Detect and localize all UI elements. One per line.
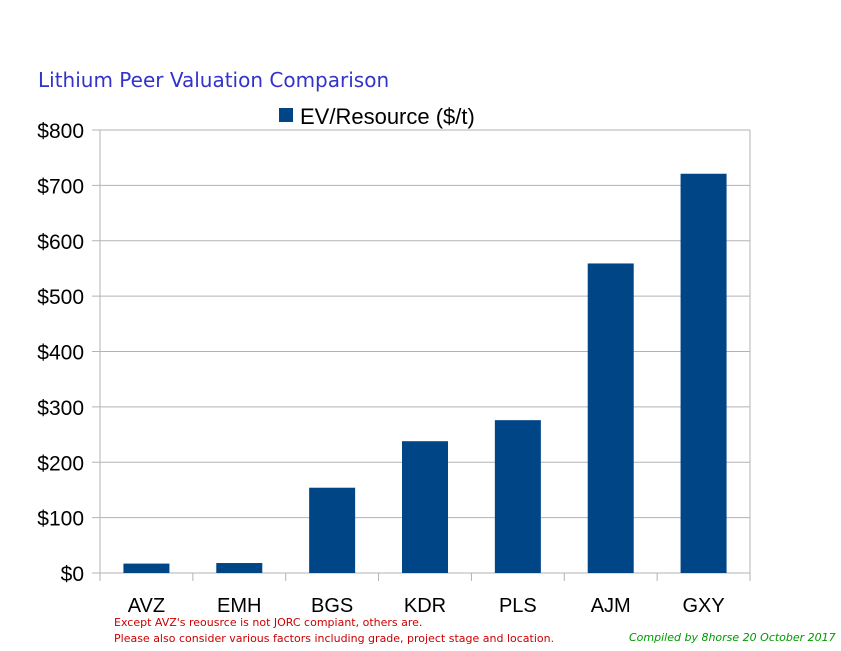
y-tick-label: $800	[37, 120, 84, 143]
x-tick-label: KDR	[404, 595, 446, 617]
footnote-jorc: Except AVZ's reousrce is not JORC compia…	[114, 616, 422, 629]
y-tick-label: $500	[37, 286, 84, 309]
y-tick-label: $200	[37, 452, 84, 475]
y-tick-label: $600	[37, 231, 84, 254]
bar-pls	[494, 420, 541, 573]
bar-emh	[216, 563, 263, 573]
legend-label: EV/Resource ($/t)	[300, 104, 475, 129]
x-tick-label: BGS	[311, 595, 353, 617]
y-tick-label: $100	[37, 508, 84, 531]
bar-gxy	[680, 173, 727, 573]
x-tick-label: PLS	[499, 595, 537, 617]
x-axis-ticks: AVZ EMH BGS KDR PLS AJM GXY	[128, 595, 725, 617]
legend-swatch	[279, 108, 293, 122]
footnote-factors: Please also consider various factors inc…	[114, 632, 554, 645]
x-tick-label: AJM	[591, 595, 631, 617]
bar-avz	[123, 563, 170, 573]
y-tick-label: $0	[61, 563, 84, 586]
bars	[123, 173, 727, 573]
y-tick-label: $300	[37, 397, 84, 420]
x-tick-label: AVZ	[128, 595, 165, 617]
bar-ajm	[587, 263, 634, 573]
y-axis-ticks: $0 $100 $200 $300 $400 $500 $600 $700 $800	[37, 120, 84, 586]
credit-text: Compiled by 8horse 20 October 2017	[629, 631, 836, 644]
x-tick-label: EMH	[217, 595, 261, 617]
bar-kdr	[402, 441, 448, 573]
y-tick-label: $400	[37, 342, 84, 365]
chart-title: Lithium Peer Valuation Comparison	[38, 68, 389, 92]
legend: EV/Resource ($/t)	[279, 104, 475, 129]
bar-bgs	[309, 487, 356, 573]
x-tick-label: GXY	[682, 595, 724, 617]
y-tick-label: $700	[37, 175, 84, 198]
grid-lines	[92, 129, 751, 581]
